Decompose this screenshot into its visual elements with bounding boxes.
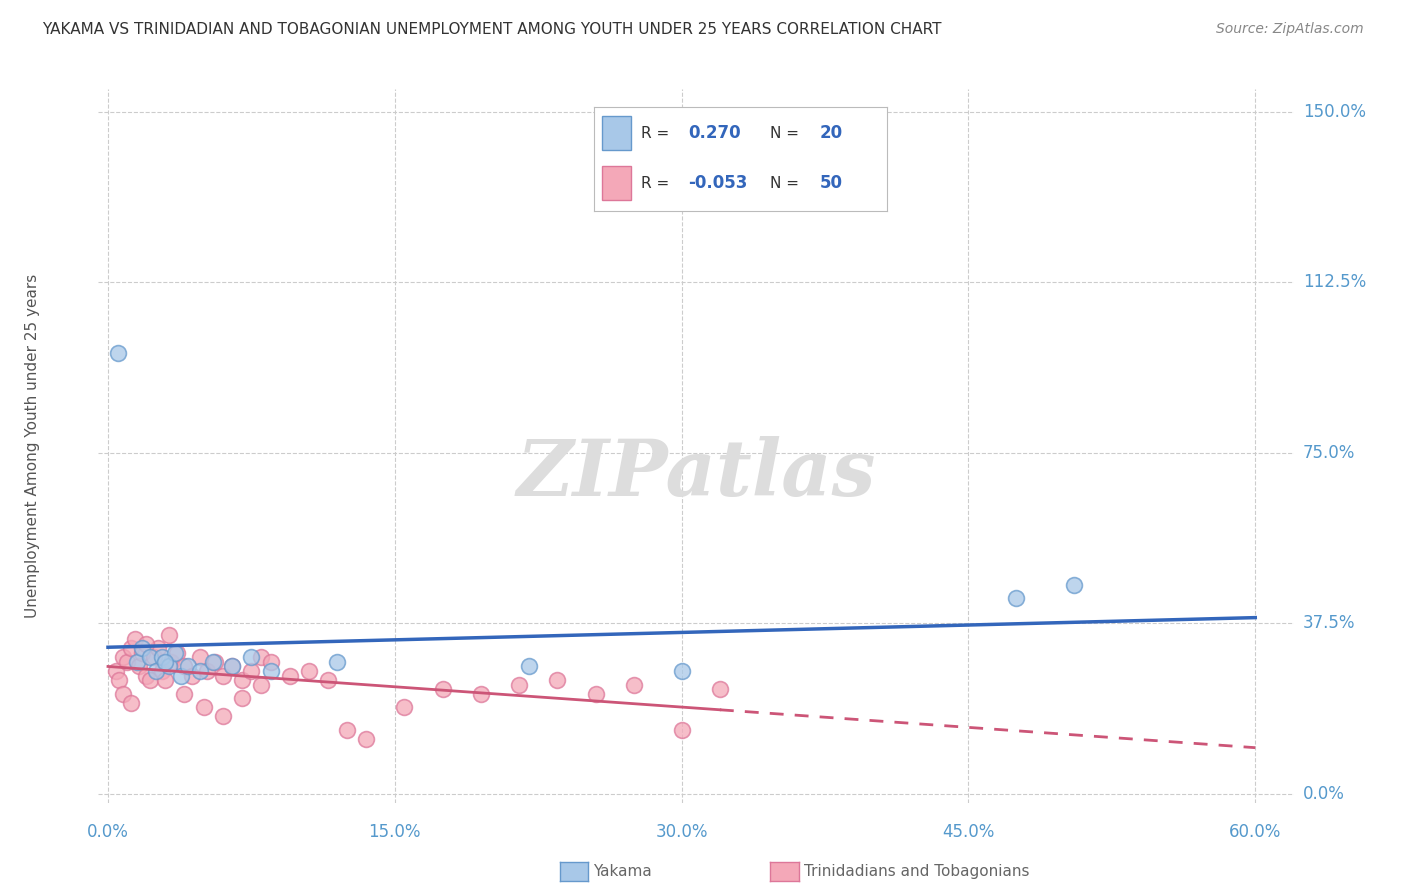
Text: 112.5%: 112.5% [1303, 273, 1367, 292]
Point [231, 691, 253, 706]
Point [394, 700, 416, 714]
Point [128, 659, 150, 673]
Point [316, 673, 339, 687]
Point [125, 655, 148, 669]
Text: 37.5%: 37.5% [1303, 615, 1355, 632]
Point [250, 678, 273, 692]
Text: ZIPatlas: ZIPatlas [516, 436, 876, 513]
Point [139, 673, 162, 687]
Point [145, 664, 167, 678]
Point [585, 687, 607, 701]
Point [1005, 591, 1028, 606]
Point [193, 700, 215, 714]
Text: 75.0%: 75.0% [1303, 444, 1355, 462]
Point [104, 664, 127, 678]
Point [623, 678, 645, 692]
Text: Trinidadians and Tobagonians: Trinidadians and Tobagonians [804, 864, 1029, 879]
Point [157, 627, 180, 641]
Point [150, 650, 173, 665]
Point [508, 678, 530, 692]
Text: 45.0%: 45.0% [942, 823, 994, 841]
Point [240, 664, 263, 678]
Point [163, 646, 186, 660]
Text: Source: ZipAtlas.com: Source: ZipAtlas.com [1216, 22, 1364, 37]
Point [231, 673, 253, 687]
Point [173, 687, 195, 701]
Point [470, 687, 492, 701]
Text: 15.0%: 15.0% [368, 823, 420, 841]
Point [155, 673, 177, 687]
Text: 0.0%: 0.0% [1303, 785, 1346, 803]
Point [240, 650, 263, 665]
Point [181, 668, 204, 682]
Text: Yakama: Yakama [593, 864, 652, 879]
Point [112, 650, 135, 665]
Point [139, 650, 162, 665]
Point [298, 664, 321, 678]
Point [259, 664, 281, 678]
Point [160, 655, 183, 669]
Point [354, 732, 377, 747]
Point [202, 655, 225, 669]
Point [146, 641, 169, 656]
Point [326, 655, 349, 669]
Point [124, 632, 146, 647]
Point [709, 682, 731, 697]
Point [112, 687, 135, 701]
Point [142, 650, 165, 665]
Point [177, 659, 200, 673]
Point [135, 637, 157, 651]
Text: Unemployment Among Youth under 25 years: Unemployment Among Youth under 25 years [25, 274, 41, 618]
Point [517, 659, 540, 673]
Point [166, 646, 188, 660]
Point [157, 659, 180, 673]
Point [197, 664, 219, 678]
Point [671, 664, 693, 678]
Point [155, 655, 177, 669]
Point [1063, 577, 1085, 591]
Point [671, 723, 693, 737]
Point [135, 668, 157, 682]
Point [546, 673, 568, 687]
Point [211, 709, 233, 723]
Text: 150.0%: 150.0% [1303, 103, 1367, 121]
Point [204, 655, 226, 669]
Point [131, 646, 153, 660]
Point [188, 650, 211, 665]
Text: 60.0%: 60.0% [1229, 823, 1281, 841]
Point [120, 641, 142, 656]
Point [211, 668, 233, 682]
Point [250, 650, 273, 665]
Point [221, 659, 243, 673]
Point [259, 655, 281, 669]
Text: YAKAMA VS TRINIDADIAN AND TOBAGONIAN UNEMPLOYMENT AMONG YOUTH UNDER 25 YEARS COR: YAKAMA VS TRINIDADIAN AND TOBAGONIAN UNE… [42, 22, 942, 37]
Point [131, 641, 153, 656]
Text: 0.0%: 0.0% [87, 823, 129, 841]
Point [115, 655, 138, 669]
Point [150, 664, 173, 678]
Point [432, 682, 454, 697]
Point [278, 668, 301, 682]
Point [173, 659, 195, 673]
Text: 30.0%: 30.0% [655, 823, 707, 841]
Point [120, 696, 142, 710]
Point [221, 659, 243, 673]
Point [169, 668, 191, 682]
Point [108, 673, 131, 687]
Point [336, 723, 359, 737]
Point [188, 664, 211, 678]
Point [107, 346, 129, 360]
